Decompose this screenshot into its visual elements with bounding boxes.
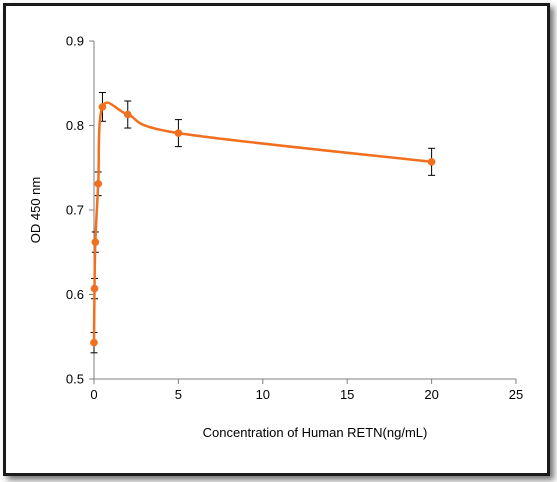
y-tick-label: 0.7 <box>66 203 84 218</box>
y-tick-label: 0.8 <box>66 118 84 133</box>
x-tick-label: 20 <box>424 387 438 402</box>
series <box>90 101 436 347</box>
x-axis-title: Concentration of Human RETN(ng/mL) <box>203 425 428 440</box>
labels: 0.5 0.6 0.7 0.8 0.9 0 5 10 15 20 25 Concentration o… <box>28 34 523 441</box>
data-point <box>94 179 103 188</box>
data-point <box>98 103 107 111</box>
y-tick-label: 0.6 <box>66 287 84 302</box>
x-tick-label: 15 <box>340 387 354 402</box>
data-point <box>91 238 100 246</box>
data-point <box>90 284 99 293</box>
axes <box>89 40 517 384</box>
x-tick-label: 10 <box>256 387 270 402</box>
series-line <box>92 101 433 344</box>
data-point <box>90 338 98 347</box>
data-point <box>427 157 436 166</box>
error-bars <box>90 92 436 354</box>
x-tick-label: 25 <box>509 387 523 402</box>
y-tick-label: 0.5 <box>66 372 84 387</box>
x-tick-label: 0 <box>90 387 97 402</box>
data-point <box>174 129 183 137</box>
y-tick-label: 0.9 <box>66 34 84 49</box>
x-tick-label: 5 <box>175 387 182 402</box>
y-axis-title: OD 450 nm <box>28 177 43 243</box>
data-point <box>123 110 132 119</box>
